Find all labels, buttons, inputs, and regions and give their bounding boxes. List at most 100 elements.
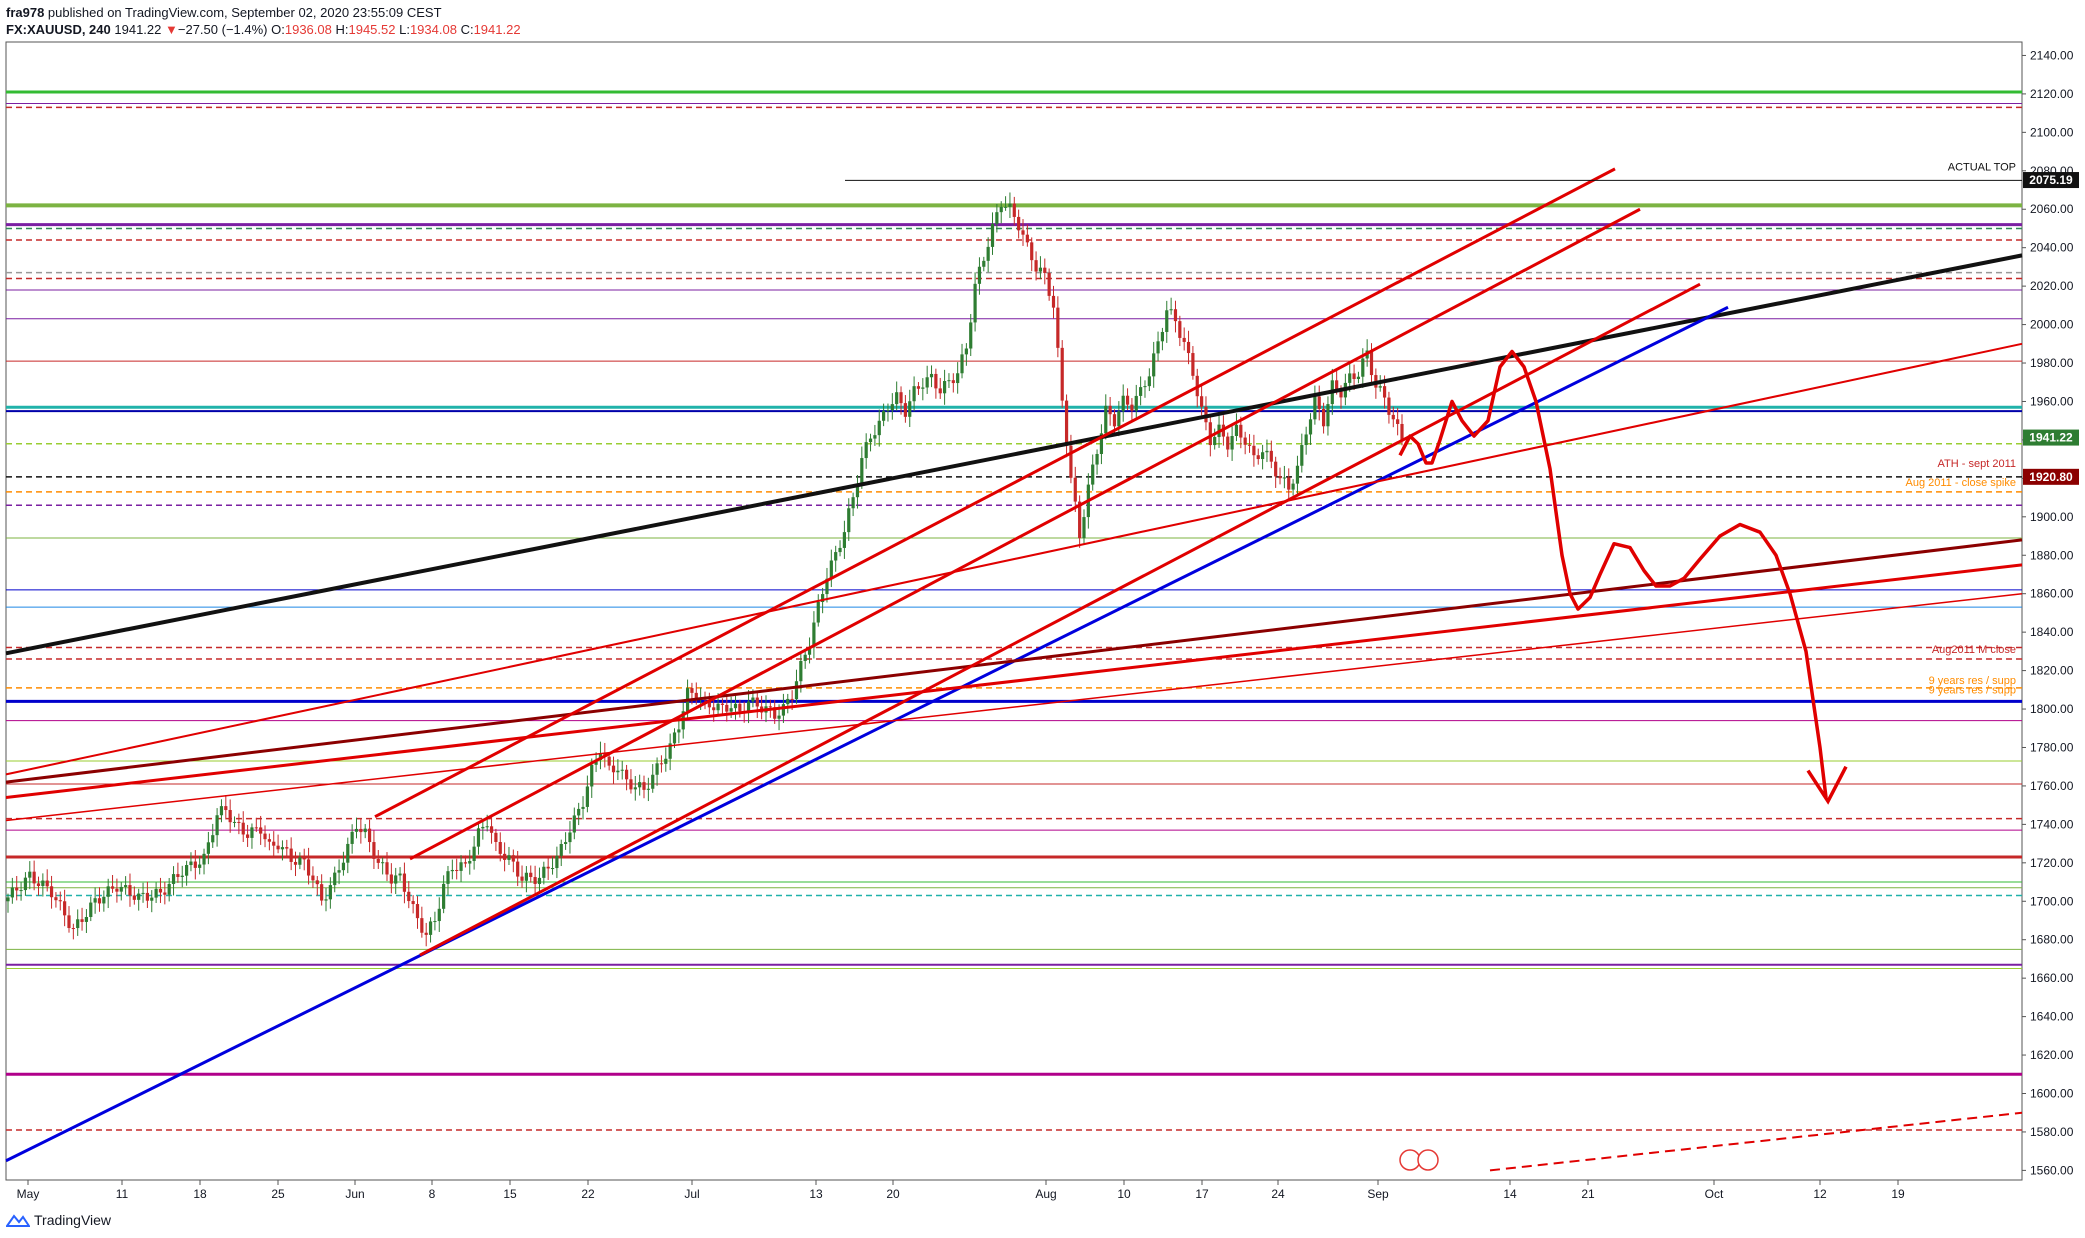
candle-body — [934, 373, 938, 389]
candle-body — [171, 874, 176, 884]
candle-body — [755, 697, 759, 707]
candle-body — [842, 532, 846, 548]
candle-body — [1099, 433, 1104, 454]
time-tick-label: 25 — [271, 1187, 285, 1201]
candle-body — [1125, 395, 1130, 405]
candle-body — [725, 704, 729, 712]
time-tick-label: 14 — [1503, 1187, 1517, 1201]
candle-body — [799, 660, 803, 682]
candle-body — [611, 765, 616, 773]
candle-body — [1230, 436, 1234, 450]
change-arrow: ▼ — [165, 22, 178, 37]
time-tick-label: May — [17, 1187, 40, 1201]
candle-body — [1038, 267, 1043, 272]
candle-body — [1326, 404, 1330, 427]
candle-body — [54, 897, 58, 901]
candle-body — [555, 855, 559, 869]
event-icons[interactable] — [1399, 1149, 1439, 1171]
candle-body — [1165, 310, 1169, 332]
candle-body — [585, 786, 589, 807]
candle-body — [189, 861, 193, 866]
price-label-text: 2075.19 — [2029, 173, 2073, 187]
price-tick-label: 1700.00 — [2030, 894, 2074, 908]
candle-body — [1282, 477, 1286, 479]
candle-body — [385, 862, 389, 875]
candle-body — [224, 806, 228, 811]
candle-body — [864, 442, 868, 459]
candle-body — [32, 871, 36, 884]
candle-body — [293, 861, 298, 865]
time-tick-label: 22 — [581, 1187, 595, 1201]
flag-icon[interactable] — [1399, 1149, 1421, 1171]
candle-body — [485, 826, 489, 828]
candle-body — [729, 708, 733, 712]
red-dashed-projection — [1489, 1111, 2023, 1172]
price-tick-label: 1560.00 — [2030, 1163, 2074, 1177]
level-annotation: Aug2011 M close — [1932, 644, 2016, 656]
candle-body — [158, 888, 163, 893]
tradingview-logo-icon — [6, 1214, 30, 1227]
candle-body — [202, 853, 206, 865]
flag-icon[interactable] — [1417, 1149, 1439, 1171]
time-axis[interactable]: May 11 18 25 Jun 8 15 22 Jul 13 20 Aug 10 17 24 Sep 14 21… — [17, 1180, 1905, 1201]
candle-body — [1291, 483, 1295, 490]
candle-body — [1308, 419, 1313, 435]
candle-body — [298, 857, 302, 865]
candle-body — [1117, 411, 1121, 427]
candle-body — [381, 862, 385, 864]
open-label: O: — [271, 22, 285, 37]
candle-body — [1121, 395, 1125, 412]
candle-body — [367, 828, 372, 843]
candle-body — [1134, 395, 1138, 411]
price-tick-label: 1720.00 — [2030, 856, 2074, 870]
candle-body — [15, 887, 19, 891]
candle-body — [1008, 203, 1012, 207]
candle-body — [1191, 353, 1195, 376]
candle-body — [102, 896, 106, 904]
candle-body — [167, 883, 171, 895]
candle-body — [1243, 437, 1247, 445]
candle-body — [594, 759, 598, 765]
price-tick-label: 1600.00 — [2030, 1086, 2074, 1100]
candle-body — [137, 893, 141, 900]
candle-body — [154, 888, 158, 898]
candle-body — [1382, 386, 1387, 398]
candle-body — [977, 266, 982, 284]
time-tick-label: Aug — [1035, 1187, 1056, 1201]
candle-body — [1104, 405, 1108, 434]
time-tick-label: 12 — [1813, 1187, 1827, 1201]
candle-body — [751, 697, 755, 702]
candle-body — [424, 932, 428, 935]
blue-support-line — [5, 305, 1729, 1163]
candle-body — [1361, 358, 1365, 377]
price-tick-label: 2040.00 — [2030, 241, 2074, 255]
candle-body — [1321, 408, 1326, 427]
candle-body — [1400, 423, 1404, 441]
candle-body — [825, 578, 829, 595]
candle-body — [110, 886, 115, 889]
candle-body — [1300, 445, 1304, 466]
candle-body — [598, 753, 603, 760]
candle-body — [633, 787, 637, 790]
candle-body — [219, 806, 224, 816]
candle-body — [1064, 400, 1069, 446]
symbol-label: FX:XAUUSD, 240 — [6, 22, 111, 37]
candle-body — [1213, 437, 1217, 446]
tradingview-footer[interactable]: TradingView — [6, 1212, 111, 1228]
candle-body — [132, 895, 136, 900]
annotations: ACTUAL TOP ATH - sept 2011 Aug 2011 - clos… — [1906, 162, 2016, 697]
candle-body — [49, 886, 54, 898]
candle-body — [450, 869, 454, 872]
price-axis[interactable]: 2140.002120.002100.002080.002060.002040.… — [2022, 48, 2074, 1177]
candle-body — [45, 880, 49, 887]
candle-body — [1278, 476, 1282, 479]
candle-body — [895, 392, 899, 405]
candle-body — [1208, 422, 1212, 446]
candle-body — [720, 703, 725, 705]
candle-body — [969, 322, 973, 349]
publisher-user[interactable]: fra978 — [6, 5, 45, 20]
candle-body — [1304, 434, 1308, 446]
candle-body — [198, 864, 202, 868]
price-tick-label: 1740.00 — [2030, 817, 2074, 831]
